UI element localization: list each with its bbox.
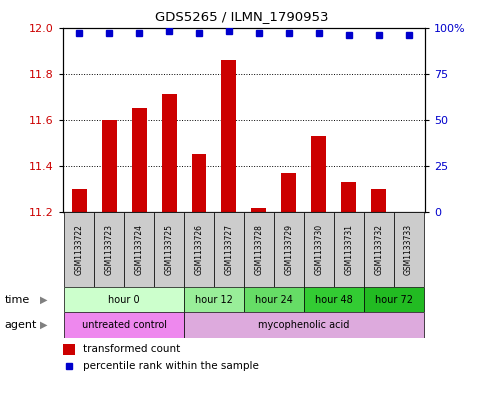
Bar bbox=[304, 287, 364, 312]
Bar bbox=[64, 312, 184, 338]
Bar bbox=[63, 344, 75, 354]
Bar bbox=[184, 287, 244, 312]
Bar bbox=[244, 287, 304, 312]
Bar bbox=[72, 189, 87, 212]
Text: hour 12: hour 12 bbox=[195, 295, 233, 305]
Text: ▶: ▶ bbox=[40, 320, 47, 330]
Bar bbox=[364, 212, 394, 287]
Text: GSM1133728: GSM1133728 bbox=[255, 224, 263, 275]
Bar bbox=[341, 182, 356, 212]
Bar bbox=[64, 287, 184, 312]
Text: GSM1133733: GSM1133733 bbox=[404, 224, 413, 275]
Bar bbox=[311, 136, 326, 212]
Bar bbox=[394, 212, 424, 287]
Text: transformed count: transformed count bbox=[83, 344, 180, 354]
Bar bbox=[94, 212, 124, 287]
Text: GSM1133731: GSM1133731 bbox=[344, 224, 353, 275]
Bar bbox=[154, 212, 184, 287]
Bar bbox=[124, 212, 154, 287]
Text: ▶: ▶ bbox=[40, 295, 47, 305]
Text: GSM1133722: GSM1133722 bbox=[75, 224, 84, 275]
Bar bbox=[251, 208, 266, 212]
Bar bbox=[222, 60, 237, 212]
Bar bbox=[64, 212, 94, 287]
Bar bbox=[192, 154, 207, 212]
Bar bbox=[274, 212, 304, 287]
Bar bbox=[371, 189, 386, 212]
Text: GSM1133732: GSM1133732 bbox=[374, 224, 383, 275]
Bar bbox=[214, 212, 244, 287]
Text: hour 0: hour 0 bbox=[108, 295, 140, 305]
Text: percentile rank within the sample: percentile rank within the sample bbox=[83, 361, 258, 371]
Text: GDS5265 / ILMN_1790953: GDS5265 / ILMN_1790953 bbox=[155, 10, 328, 23]
Text: GSM1133725: GSM1133725 bbox=[165, 224, 173, 275]
Bar bbox=[281, 173, 296, 212]
Text: GSM1133723: GSM1133723 bbox=[105, 224, 114, 275]
Text: GSM1133724: GSM1133724 bbox=[135, 224, 143, 275]
Text: GSM1133729: GSM1133729 bbox=[284, 224, 293, 275]
Text: time: time bbox=[5, 295, 30, 305]
Bar bbox=[132, 108, 147, 212]
Bar bbox=[184, 312, 424, 338]
Bar bbox=[304, 212, 334, 287]
Text: hour 48: hour 48 bbox=[315, 295, 353, 305]
Text: GSM1133730: GSM1133730 bbox=[314, 224, 323, 275]
Text: GSM1133726: GSM1133726 bbox=[195, 224, 203, 275]
Bar bbox=[184, 212, 214, 287]
Text: hour 72: hour 72 bbox=[375, 295, 412, 305]
Text: agent: agent bbox=[5, 320, 37, 330]
Bar bbox=[244, 212, 274, 287]
Text: hour 24: hour 24 bbox=[255, 295, 293, 305]
Text: untreated control: untreated control bbox=[82, 320, 167, 330]
Bar bbox=[334, 212, 364, 287]
Text: GSM1133727: GSM1133727 bbox=[225, 224, 233, 275]
Text: mycophenolic acid: mycophenolic acid bbox=[258, 320, 350, 330]
Bar bbox=[162, 94, 177, 212]
Bar bbox=[364, 287, 424, 312]
Bar bbox=[102, 120, 117, 212]
